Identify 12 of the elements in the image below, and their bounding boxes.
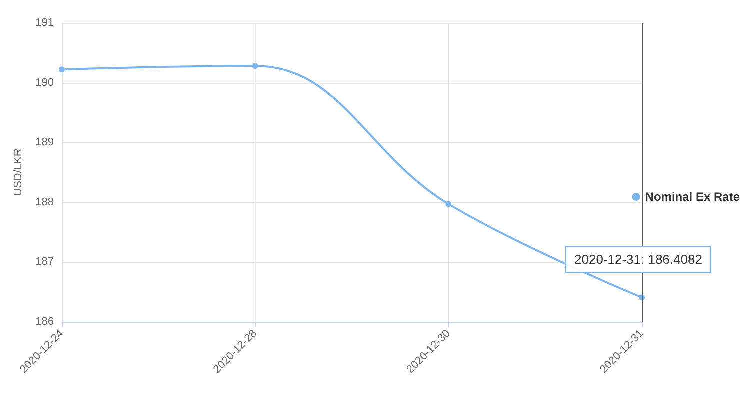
y-axis-title: USD/LKR [12, 148, 24, 196]
annotation: 2020-12-31: 186.4082 [574, 252, 702, 268]
y-tick-label: 191 [36, 17, 54, 29]
y-tick-label: 190 [36, 76, 54, 89]
point [446, 201, 452, 208]
point [252, 63, 258, 70]
y-tick-label: 188 [36, 196, 54, 208]
point [59, 66, 65, 73]
legend-label: Nominal Ex Rate [645, 190, 740, 204]
y-tick-label: 187 [36, 256, 54, 268]
y-tick-label: 186 [36, 316, 54, 328]
y-tick-label: 189 [36, 136, 54, 149]
